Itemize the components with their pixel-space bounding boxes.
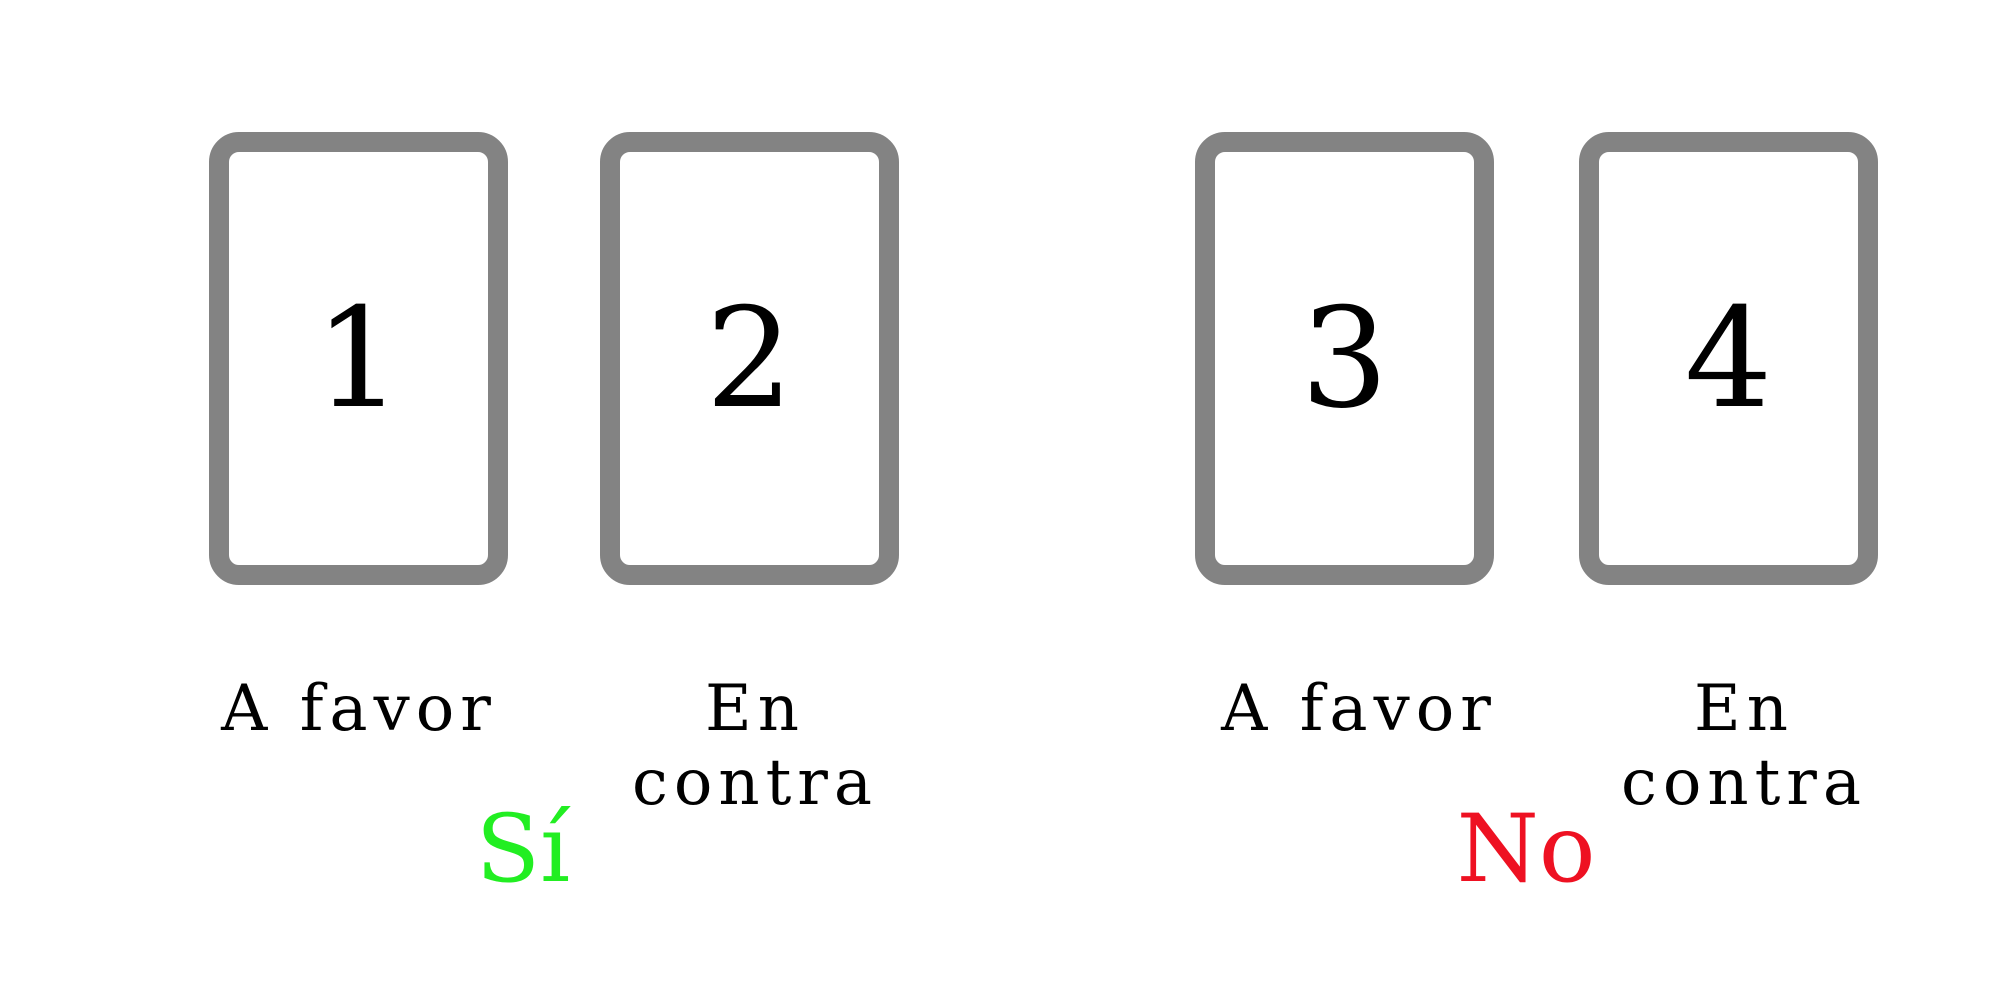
- card-4-label: En contra: [1620, 672, 1868, 820]
- group-yes-label: Sí: [475, 795, 571, 904]
- card-number: 4: [1684, 277, 1773, 439]
- card-number: 1: [314, 277, 403, 439]
- card-number: 2: [705, 277, 794, 439]
- card-1-label: A favor: [221, 672, 497, 746]
- card-1: 1: [209, 132, 508, 585]
- card-number: 3: [1300, 277, 1389, 439]
- card-3-label: A favor: [1221, 672, 1497, 746]
- card-3: 3: [1195, 132, 1494, 585]
- card-2-label: En contra: [631, 672, 879, 820]
- group-no-label: No: [1456, 795, 1596, 904]
- card-4: 4: [1579, 132, 1878, 585]
- card-2: 2: [600, 132, 899, 585]
